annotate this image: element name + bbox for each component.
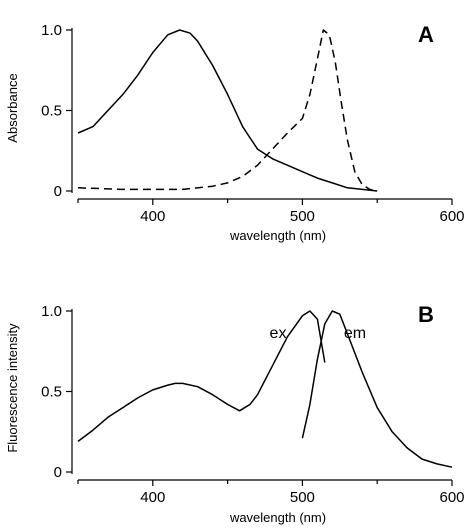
- panel-b-y-tick-label: 0: [54, 464, 62, 481]
- panel-a-series-solid-0-line: [77, 29, 378, 192]
- panel-a-y-tick-label: 0: [54, 183, 62, 200]
- panel-b-plot-area: 400 500 600 0 0.5 1.0: [41, 303, 464, 506]
- panel-b-y-tick-label: 1.0: [41, 303, 62, 320]
- panel-b-y-tick-label: 0.5: [41, 384, 62, 401]
- panel-a-series-dashed-1-line: [77, 29, 378, 192]
- panel-a-ylabel: Absorbance: [5, 73, 20, 142]
- panel-a-x-tick-label: 600: [439, 208, 464, 225]
- panel-b-x-tick-label: 400: [140, 489, 165, 506]
- panel-a-plot-area: 400 500 600 0 0.5 1.0: [41, 22, 464, 225]
- panel-a-y-tick-label: 1.0: [41, 22, 62, 39]
- panel-a-x-tick-label: 500: [290, 208, 315, 225]
- panel-a: Absorbance wavelength (nm) A 400 500 600 0 0…: [5, 22, 465, 243]
- panel-a-letter: A: [418, 22, 434, 47]
- panel-b-xlabel: wavelength (nm): [229, 510, 326, 525]
- panel-a-xlabel: wavelength (nm): [229, 228, 326, 243]
- panel-b: Fluorescence intensity wavelength (nm) B…: [5, 302, 465, 525]
- panel-b-x-tick-label: 600: [439, 489, 464, 506]
- ex-label: ex: [270, 325, 287, 342]
- panel-b-ylabel: Fluorescence intensity: [5, 323, 20, 453]
- panel-b-series-em-line: [301, 310, 453, 468]
- panel-a-x-tick-label: 400: [140, 208, 165, 225]
- panel-b-letter: B: [418, 302, 434, 327]
- panel-b-x-tick-label: 500: [290, 489, 315, 506]
- panel-a-y-tick-label: 0.5: [41, 103, 62, 120]
- panel-b-series-ex-line: [77, 310, 326, 442]
